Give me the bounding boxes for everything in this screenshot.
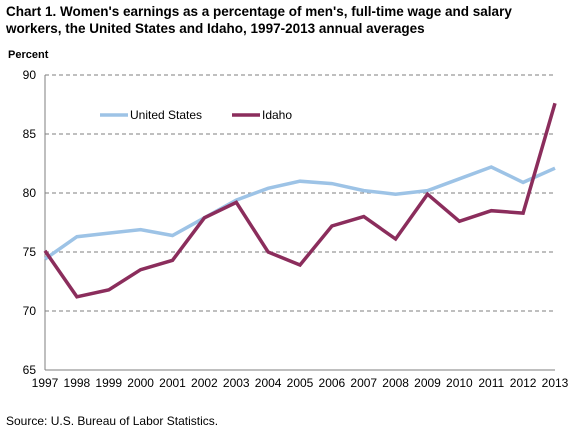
y-tick-label: 85 [23, 127, 37, 141]
x-tick-label: 1998 [64, 376, 91, 390]
y-tick-label: 65 [23, 363, 37, 377]
y-axis-label: Percent [8, 49, 49, 61]
legend-label-united-states: United States [130, 108, 202, 122]
x-tick-label: 2008 [382, 376, 409, 390]
legend-label-idaho: Idaho [262, 108, 292, 122]
x-tick-label: 2007 [350, 376, 377, 390]
x-tick-label: 1997 [32, 376, 59, 390]
x-tick-label: 2002 [191, 376, 218, 390]
chart-title: Chart 1. Women's earnings as a percentag… [6, 4, 512, 36]
x-tick-label: 2004 [255, 376, 282, 390]
source-note: Source: U.S. Bureau of Labor Statistics. [6, 414, 219, 428]
x-tick-label: 2011 [478, 376, 504, 390]
line-chart: Percent 65 70 75 80 85 90 1997 1998 1999 2000 2001 2… [8, 49, 569, 390]
x-tick-label: 2009 [414, 376, 441, 390]
series-line-idaho [43, 102, 557, 299]
y-tick-label: 90 [23, 68, 37, 82]
x-tick-label: 2013 [542, 376, 569, 390]
x-tick-label: 2003 [223, 376, 250, 390]
y-tick-label: 70 [23, 304, 37, 318]
x-tick-label: 2010 [446, 376, 473, 390]
series-line-united-states [43, 165, 556, 261]
x-tick-label: 2012 [510, 376, 537, 390]
x-tick-label: 2006 [319, 376, 346, 390]
y-tick-label: 75 [23, 245, 37, 259]
x-tick-label: 2000 [127, 376, 154, 390]
x-tick-label: 2001 [159, 376, 186, 390]
x-tick-label: 2005 [287, 376, 314, 390]
y-tick-label: 80 [23, 186, 37, 200]
x-tick-label: 1999 [95, 376, 122, 390]
